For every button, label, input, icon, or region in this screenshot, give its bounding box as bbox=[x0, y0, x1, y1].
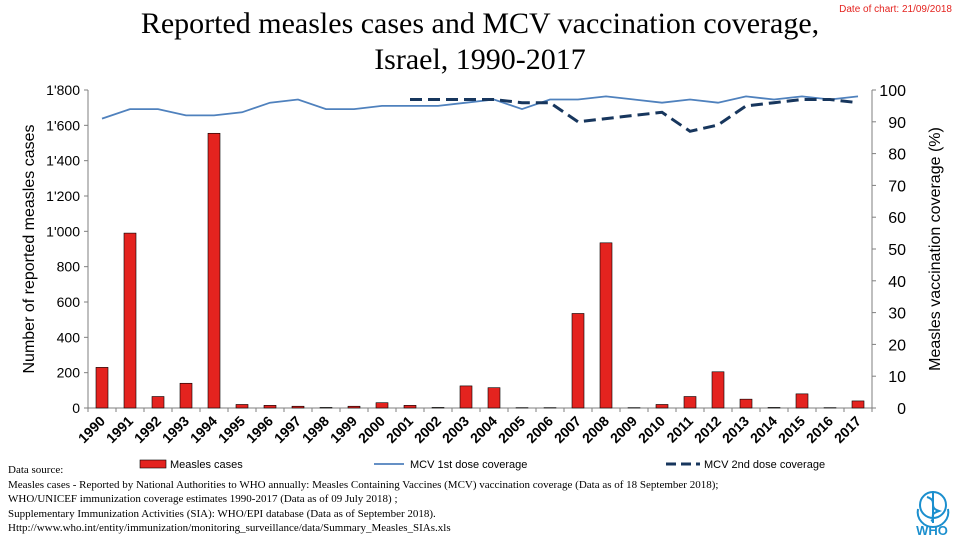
bar-measles-cases bbox=[431, 407, 445, 409]
bar-measles-cases bbox=[291, 405, 305, 409]
bar-measles-cases bbox=[795, 393, 809, 409]
x-tick-label: 2001 bbox=[383, 413, 416, 446]
x-tick-label: 1996 bbox=[243, 413, 276, 446]
x-tick-label: 2003 bbox=[439, 413, 472, 446]
x-tick-label: 2009 bbox=[607, 413, 640, 446]
y-left-tick-label: 800 bbox=[57, 259, 81, 275]
bar-measles-cases bbox=[683, 396, 697, 409]
bar-measles-cases bbox=[235, 404, 249, 409]
y-right-tick-label: 50 bbox=[888, 242, 906, 259]
legend-swatch-measles-cases bbox=[139, 459, 167, 469]
x-tick-label: 1997 bbox=[271, 413, 304, 446]
y-left-tick-label: 1'400 bbox=[46, 153, 80, 169]
x-tick-label: 1992 bbox=[131, 413, 164, 446]
y-right-tick-label: 40 bbox=[888, 274, 906, 291]
y-left-tick-label: 600 bbox=[57, 294, 81, 310]
y-right-tick-label: 100 bbox=[879, 83, 906, 100]
y-left-axis-label: Number of reported measles cases bbox=[21, 125, 38, 374]
bar-measles-cases bbox=[95, 367, 109, 409]
y-left-tick-label: 1'200 bbox=[46, 188, 80, 204]
y-left-tick-label: 1'600 bbox=[46, 117, 80, 133]
y-right-tick-label: 20 bbox=[888, 337, 906, 354]
bar-measles-cases bbox=[151, 396, 165, 409]
chart-date-note: Date of chart: 21/09/2018 bbox=[839, 4, 952, 15]
x-tick-label: 1995 bbox=[215, 413, 248, 446]
legend-label-mcv-2nd-dose: MCV 2nd dose coverage bbox=[704, 459, 825, 471]
y-right-tick-label: 60 bbox=[888, 210, 906, 227]
bar-measles-cases bbox=[179, 382, 193, 409]
x-tick-label: 2013 bbox=[719, 413, 752, 446]
x-tick-label: 2007 bbox=[551, 413, 584, 446]
x-tick-label: 2002 bbox=[411, 413, 444, 446]
x-tick-label: 1998 bbox=[299, 413, 332, 446]
bar-measles-cases bbox=[711, 371, 725, 409]
who-emblem-icon bbox=[916, 491, 950, 529]
source-line: Http://www.who.int/entity/immunization/m… bbox=[8, 522, 451, 534]
y-right-tick-label: 70 bbox=[888, 178, 906, 195]
data-source-note: Data source: Measles cases - Reported by… bbox=[8, 463, 718, 536]
line-mcv-2nd-dose bbox=[410, 98, 859, 133]
x-tick-label: 1993 bbox=[159, 413, 192, 446]
y-left-tick-label: 1'000 bbox=[46, 223, 80, 239]
x-tick-label: 2010 bbox=[635, 413, 668, 446]
bar-measles-cases bbox=[375, 402, 389, 409]
x-tick-label: 2004 bbox=[467, 413, 500, 446]
y-left-tick-label: 400 bbox=[57, 329, 81, 345]
bar-measles-cases bbox=[739, 398, 753, 409]
x-tick-label: 2017 bbox=[831, 413, 864, 446]
source-line: Data source: bbox=[8, 464, 64, 476]
x-tick-label: 2006 bbox=[523, 413, 556, 446]
x-tick-label: 1994 bbox=[187, 413, 220, 446]
x-tick-label: 2000 bbox=[355, 413, 388, 446]
chart-title-line-2: Israel, 1990-2017 bbox=[374, 43, 586, 76]
line-mcv-1st-dose bbox=[101, 95, 859, 120]
bar-measles-cases bbox=[571, 313, 585, 409]
y-left-tick-label: 200 bbox=[57, 365, 81, 381]
bar-measles-cases bbox=[487, 387, 501, 409]
bar-measles-cases bbox=[655, 404, 669, 409]
bar-measles-cases bbox=[767, 407, 781, 409]
x-tick-label: 2014 bbox=[747, 413, 780, 446]
bar-measles-cases bbox=[459, 385, 473, 409]
bar-measles-cases bbox=[403, 405, 417, 409]
bar-measles-cases bbox=[123, 232, 137, 409]
source-line: Measles cases - Reported by National Aut… bbox=[8, 478, 719, 491]
y-right-axis-label: Measles vaccination coverage (%) bbox=[927, 127, 944, 371]
x-tick-label: 2012 bbox=[691, 413, 724, 446]
who-logo-text: WHO bbox=[916, 523, 948, 538]
chart-title: Reported measles cases and MCV vaccinati… bbox=[0, 6, 960, 78]
source-line: WHO/UNICEF immunization coverage estimat… bbox=[8, 493, 398, 505]
y-left-tick-label: 1'800 bbox=[46, 82, 80, 98]
bar-measles-cases bbox=[599, 242, 613, 409]
x-tick-label: 1999 bbox=[327, 413, 360, 446]
y-right-tick-label: 0 bbox=[897, 401, 906, 418]
y-right-tick-label: 10 bbox=[888, 369, 906, 386]
x-tick-label: 2016 bbox=[803, 413, 836, 446]
bar-measles-cases bbox=[319, 407, 333, 409]
x-tick-label: 1991 bbox=[103, 413, 136, 446]
legend-label-mcv-1st-dose: MCV 1st dose coverage bbox=[410, 459, 527, 471]
y-left-tick-label: 0 bbox=[72, 400, 80, 416]
chart-title-line-1: Reported measles cases and MCV vaccinati… bbox=[140, 7, 820, 40]
bar-measles-cases bbox=[347, 405, 361, 409]
y-right-tick-label: 80 bbox=[888, 147, 906, 164]
legend-label-measles-cases: Measles cases bbox=[170, 459, 243, 471]
x-tick-label: 2005 bbox=[495, 413, 528, 446]
bar-measles-cases bbox=[263, 405, 277, 409]
x-tick-label: 2015 bbox=[775, 413, 808, 446]
bar-measles-cases bbox=[207, 132, 221, 409]
source-line: Supplementary Immunization Activities (S… bbox=[8, 507, 436, 520]
y-right-tick-label: 90 bbox=[888, 115, 906, 132]
x-tick-label: 2011 bbox=[663, 413, 696, 446]
x-tick-label: 1990 bbox=[75, 413, 108, 446]
y-right-tick-label: 30 bbox=[888, 306, 906, 323]
x-tick-label: 2008 bbox=[579, 413, 612, 446]
bar-measles-cases bbox=[851, 400, 865, 409]
